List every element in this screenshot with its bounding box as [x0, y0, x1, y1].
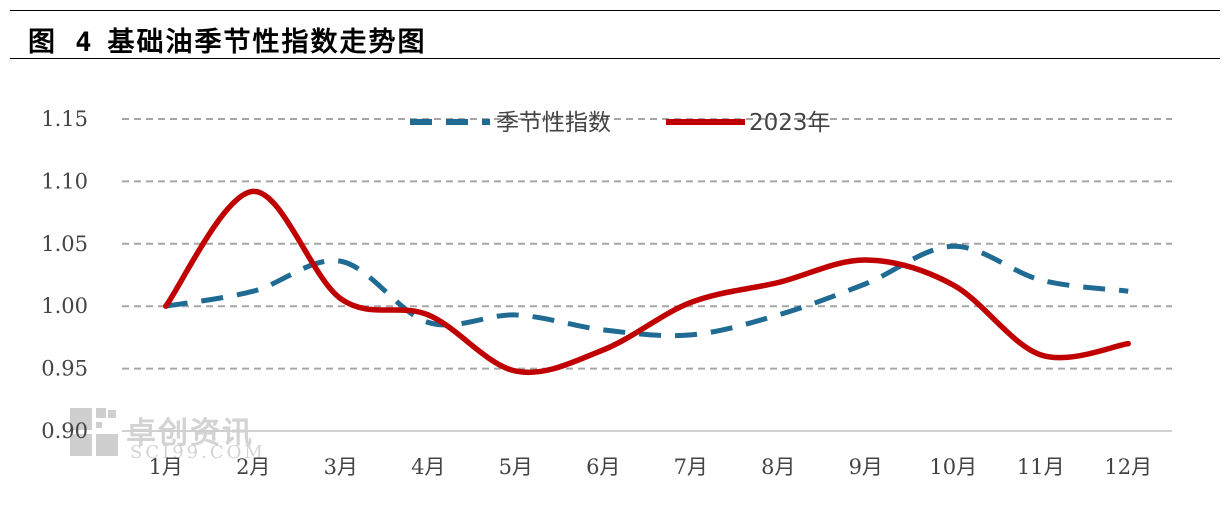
- chart-legend: 季节性指数 2023年: [410, 110, 831, 136]
- legend-label: 2023年: [749, 110, 831, 136]
- x-tick-label: 4月: [411, 455, 445, 479]
- title-bar: [10, 11, 1220, 59]
- x-tick-label: 9月: [849, 455, 883, 479]
- series-line-0: [165, 243, 1129, 339]
- y-tick-label: 0.95: [41, 357, 88, 381]
- x-tick-label: 8月: [761, 455, 795, 479]
- series-line-1: [163, 188, 1131, 375]
- x-tick-label: 12月: [1104, 455, 1152, 479]
- figure-title: 图 4 基础油季节性指数走势图: [28, 20, 427, 59]
- y-tick-label: 1.10: [41, 169, 88, 193]
- top-rule: [10, 10, 1220, 11]
- y-tick-label: 0.90: [41, 419, 88, 443]
- watermark-brand: 卓创资讯: [126, 416, 254, 451]
- y-tick-label: 1.15: [41, 107, 88, 131]
- x-tick-label: 2月: [236, 455, 270, 479]
- y-tick-label: 1.05: [41, 232, 88, 256]
- x-tick-label: 6月: [586, 455, 620, 479]
- watermark-logo: [70, 408, 118, 456]
- x-tick-label: 1月: [149, 455, 183, 479]
- x-axis-ticks: 1月 2月 3月 4月 5月 6月 7月 8月 9月 10月 11月 12月: [149, 455, 1153, 479]
- y-axis-ticks: 1.15 1.10 1.05 1.00 0.95 0.90: [41, 107, 88, 443]
- x-tick-label: 3月: [324, 455, 358, 479]
- chart-series: [163, 188, 1131, 375]
- y-tick-label: 1.00: [41, 294, 88, 318]
- figure-label: 图 4: [28, 27, 94, 58]
- x-tick-label: 5月: [499, 455, 533, 479]
- chart-gridlines: [122, 118, 1172, 432]
- x-tick-label: 7月: [674, 455, 708, 479]
- figure-title-text: 基础油季节性指数走势图: [107, 27, 427, 58]
- x-tick-label: 11月: [1017, 455, 1065, 479]
- legend-label: 季节性指数: [496, 110, 611, 136]
- x-tick-label: 10月: [929, 455, 977, 479]
- watermark-url: SCI99.COM: [130, 442, 266, 463]
